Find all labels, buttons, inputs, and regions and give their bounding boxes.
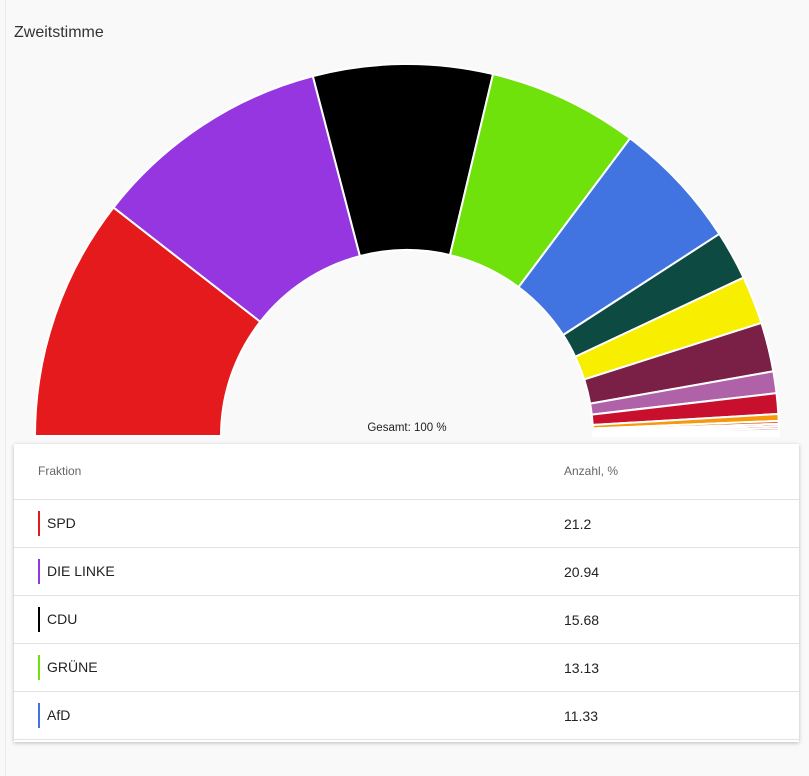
table-header: Fraktion Anzahl, % [14, 444, 799, 500]
slices-group [33, 63, 781, 437]
table-row[interactable]: DIE LINKE 20.94 [14, 548, 799, 596]
table-body: SPD 21.2 DIE LINKE 20.94 CDU 15.68 GRÜNE 13.13 A… [14, 500, 799, 740]
party-color-swatch [38, 607, 40, 632]
party-value: 11.33 [564, 708, 598, 724]
party-value: 13.13 [564, 660, 600, 676]
results-table: Fraktion Anzahl, % SPD 21.2 DIE LINKE 20.94… [14, 444, 799, 742]
party-value: 20.94 [564, 564, 600, 580]
table-row[interactable]: SPD 21.2 [14, 500, 799, 548]
party-name: AfD [47, 707, 71, 723]
party-color-swatch [38, 559, 40, 584]
party-name: DIE LINKE [47, 563, 115, 579]
table-row[interactable]: AfD 11.33 [14, 692, 799, 740]
header-anzahl[interactable]: Anzahl, % [564, 464, 619, 478]
slice-die-linke[interactable] [112, 74, 362, 324]
center-label: Gesamt: 100 % [367, 422, 446, 434]
half-donut-chart: Gesamt: 100 % [33, 63, 781, 437]
slice-spd[interactable] [33, 206, 262, 437]
party-color-swatch [38, 511, 40, 536]
party-value: 15.68 [564, 612, 600, 628]
party-color-swatch [38, 703, 40, 728]
slice-other-17[interactable] [591, 433, 781, 437]
party-name: CDU [47, 611, 78, 627]
party-name: SPD [47, 515, 76, 531]
party-name: GRÜNE [47, 659, 98, 675]
party-value: 21.2 [564, 516, 592, 532]
header-fraktion[interactable]: Fraktion [38, 464, 82, 478]
table-row[interactable]: CDU 15.68 [14, 596, 799, 644]
chart-title: Zweitstimme [14, 24, 104, 41]
table-row[interactable]: GRÜNE 13.13 [14, 644, 799, 692]
party-color-swatch [38, 655, 40, 680]
